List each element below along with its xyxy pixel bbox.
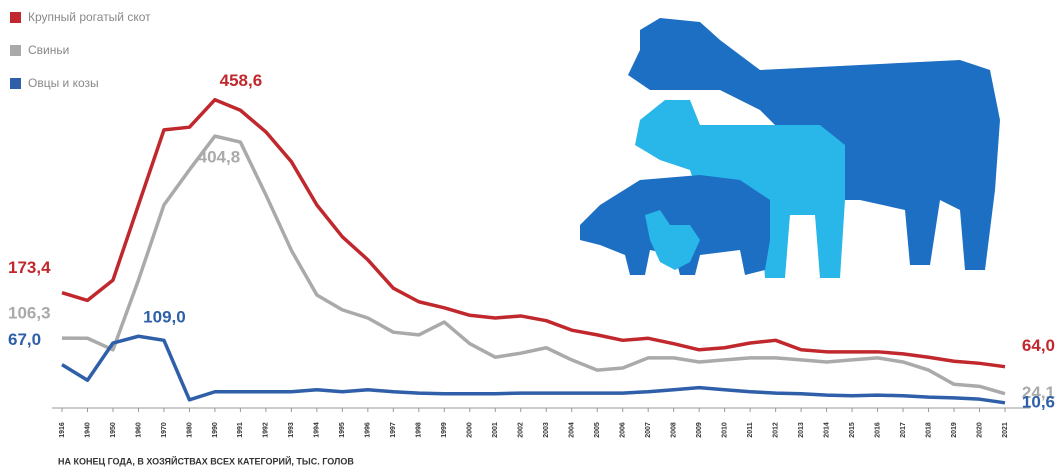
legend-label: Свиньи xyxy=(28,43,69,57)
x-tick-label: 2008 xyxy=(671,422,678,438)
legend-label: Овцы и козы xyxy=(28,76,99,90)
x-tick-label: 1960 xyxy=(135,422,142,438)
x-tick-label: 1994 xyxy=(314,422,321,438)
x-tick-label: 2018 xyxy=(925,422,932,438)
value-label: 64,0 xyxy=(1022,336,1055,355)
series-line xyxy=(61,334,1006,405)
x-tick-label: 1998 xyxy=(416,422,423,438)
series-line xyxy=(61,134,1006,396)
x-tick-label: 1940 xyxy=(84,422,91,438)
x-tick-label: 2000 xyxy=(467,422,474,438)
x-tick-label: 1995 xyxy=(339,422,346,438)
x-tick-label: 2001 xyxy=(492,422,499,438)
x-tick-label: 1990 xyxy=(212,422,219,438)
x-tick-label: 2010 xyxy=(721,422,728,438)
x-tick-label: 2016 xyxy=(874,422,881,438)
x-tick-label: 1997 xyxy=(390,422,397,438)
x-tick-label: 2017 xyxy=(900,422,907,438)
x-tick-label: 2009 xyxy=(696,422,703,438)
value-label: 24,1 xyxy=(1022,383,1055,402)
x-tick-label: 2011 xyxy=(747,422,754,437)
x-tick-label: 2005 xyxy=(594,422,601,438)
x-tick-label: 2019 xyxy=(951,422,958,438)
x-tick-label: 1916 xyxy=(59,422,66,438)
x-tick-label: 2014 xyxy=(823,422,830,438)
x-tick-label: 1980 xyxy=(186,422,193,438)
value-label: 109,0 xyxy=(143,308,186,327)
value-label: 458,6 xyxy=(220,71,263,90)
x-tick-label: 2012 xyxy=(772,422,779,438)
x-tick-label: 1992 xyxy=(263,422,270,438)
x-tick-label: 1996 xyxy=(365,422,372,438)
chart-note: НА КОНЕЦ ГОДА, В ХОЗЯЙСТВАХ ВСЕХ КАТЕГОР… xyxy=(58,455,354,466)
series-line xyxy=(61,97,1006,369)
x-tick-label: 2003 xyxy=(543,422,550,438)
x-tick-label: 2021 xyxy=(1002,422,1009,438)
value-label: 404,8 xyxy=(198,148,241,167)
value-label: 173,4 xyxy=(8,258,51,277)
x-tick-label: 2007 xyxy=(645,422,652,438)
legend-swatch xyxy=(10,12,21,23)
x-tick-label: 2015 xyxy=(849,422,856,438)
legend-swatch xyxy=(10,45,21,56)
x-tick-label: 2020 xyxy=(976,422,983,438)
x-tick-label: 1993 xyxy=(288,422,295,438)
x-tick-label: 2013 xyxy=(798,422,805,438)
animals-illustration xyxy=(580,18,1000,278)
value-label: 106,3 xyxy=(8,304,51,323)
x-tick-label: 1950 xyxy=(110,422,117,438)
legend-swatch xyxy=(10,78,21,89)
value-label: 10,6 xyxy=(1022,392,1055,411)
x-tick-label: 2004 xyxy=(569,422,576,438)
x-tick-label: 2006 xyxy=(620,422,627,438)
value-label: 67,0 xyxy=(8,330,41,349)
chicken xyxy=(645,210,700,270)
x-tick-label: 2002 xyxy=(518,422,525,438)
legend-label: Крупный рогатый скот xyxy=(28,10,151,24)
x-tick-label: 1991 xyxy=(237,422,244,438)
x-tick-label: 1970 xyxy=(161,422,168,438)
x-tick-label: 1999 xyxy=(441,422,448,438)
